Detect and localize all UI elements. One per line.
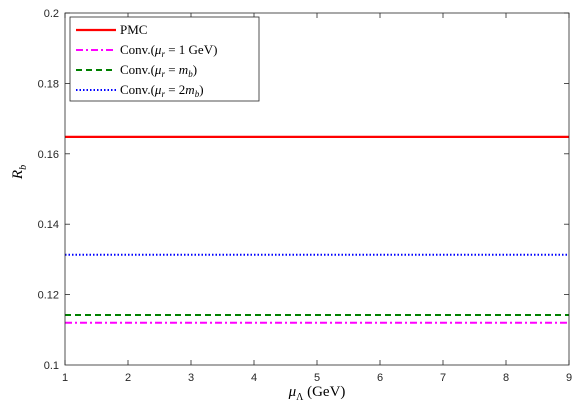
x-tick-label: 4 bbox=[251, 372, 257, 384]
legend-label-conv-mb: Conv.(μr = mb) bbox=[120, 62, 197, 79]
x-tick-label: 8 bbox=[503, 372, 509, 384]
x-axis-label-mu: μ bbox=[288, 384, 297, 400]
x-axis-label: μΛ (GeV) bbox=[288, 384, 346, 403]
x-tick-label: 3 bbox=[188, 372, 194, 384]
y-axis-label: Rb bbox=[10, 165, 29, 180]
x-tick-label: 5 bbox=[314, 372, 320, 384]
y-tick-label: 0.2 bbox=[44, 8, 59, 20]
legend-label-conv-1gev: Conv.(μr = 1 GeV) bbox=[120, 42, 217, 59]
y-tick-label: 0.1 bbox=[44, 360, 59, 372]
x-tick-label: 6 bbox=[377, 372, 383, 384]
series-layer bbox=[65, 135, 569, 324]
y-tick-label: 0.12 bbox=[38, 290, 59, 302]
plot-frame bbox=[64, 12, 570, 366]
y-tick-label: 0.16 bbox=[38, 149, 59, 161]
x-tick-label: 1 bbox=[62, 372, 68, 384]
x-tick-label: 2 bbox=[125, 372, 131, 384]
y-tick-label: 0.14 bbox=[38, 219, 59, 231]
x-axis-label-sub: Λ bbox=[296, 392, 304, 403]
y-axis-label-sub: b bbox=[18, 165, 29, 170]
x-tick-label: 9 bbox=[566, 372, 572, 384]
x-axis-label-unit: (GeV) bbox=[303, 384, 345, 400]
ticks-layer: 1 2 3 4 5 6 7 8 9 0.1 0.12 0.14 0.16 0.18 0.2 bbox=[38, 8, 572, 384]
legend-label-pmc: PMC bbox=[120, 22, 147, 37]
legend: PMC Conv.(μr = 1 GeV) Conv.(μr = mb) Con… bbox=[69, 16, 260, 102]
y-tick-label: 0.18 bbox=[38, 78, 59, 90]
legend-label-conv-2mb: Conv.(μr = 2mb) bbox=[120, 82, 204, 99]
y-axis-label-r: R bbox=[10, 170, 26, 180]
x-tick-label: 7 bbox=[440, 372, 446, 384]
